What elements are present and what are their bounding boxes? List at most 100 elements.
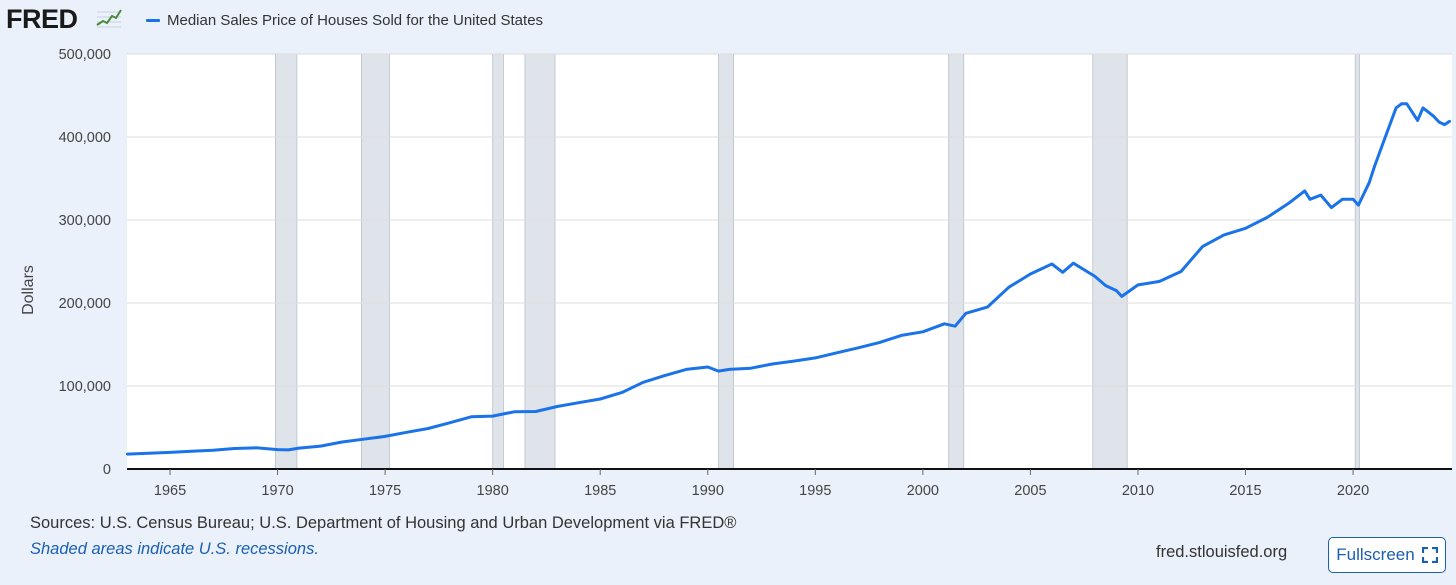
data-point[interactable] <box>1104 284 1107 287</box>
data-point[interactable] <box>512 410 516 414</box>
data-point[interactable] <box>426 427 430 430</box>
y-tick-label: 0 <box>103 462 111 478</box>
data-point[interactable] <box>835 351 839 354</box>
data-point[interactable] <box>964 312 968 315</box>
data-point[interactable] <box>1394 106 1398 110</box>
data-point[interactable] <box>1115 289 1118 292</box>
data-point[interactable] <box>1421 106 1425 110</box>
data-point[interactable] <box>1373 164 1376 168</box>
data-point[interactable] <box>1007 286 1011 289</box>
data-point[interactable] <box>717 369 720 373</box>
data-point[interactable] <box>706 365 709 369</box>
data-point[interactable] <box>728 368 731 371</box>
data-point[interactable] <box>1179 270 1183 273</box>
data-point[interactable] <box>1443 123 1446 126</box>
fullscreen-button[interactable]: Fullscreen <box>1328 537 1446 573</box>
data-point[interactable] <box>1432 115 1435 118</box>
data-point[interactable] <box>792 359 796 363</box>
data-point[interactable] <box>147 452 150 455</box>
data-point[interactable] <box>943 322 946 325</box>
data-point[interactable] <box>1222 233 1226 237</box>
data-point[interactable] <box>1050 262 1054 266</box>
data-point[interactable] <box>1244 227 1247 230</box>
data-point[interactable] <box>190 450 193 453</box>
x-tick-label: 1980 <box>477 483 509 499</box>
data-point[interactable] <box>534 410 537 413</box>
data-point[interactable] <box>685 368 688 371</box>
data-point[interactable] <box>276 448 279 451</box>
y-tick-label: 400,000 <box>59 130 111 146</box>
recession-band <box>948 53 965 470</box>
data-point[interactable] <box>1367 181 1371 184</box>
fred-line-graph-icon <box>96 7 122 29</box>
x-tick-label: 2005 <box>1014 483 1046 499</box>
x-tick-label: 2015 <box>1229 483 1261 499</box>
data-point[interactable] <box>491 414 494 418</box>
y-axis-title: Dollars <box>20 265 37 315</box>
data-point[interactable] <box>814 356 817 360</box>
data-point[interactable] <box>663 374 666 377</box>
fred-logo[interactable]: FRED <box>6 4 78 34</box>
data-point[interactable] <box>1341 198 1344 201</box>
data-point[interactable] <box>577 401 580 404</box>
data-point[interactable] <box>1120 295 1124 298</box>
data-point[interactable] <box>953 325 957 328</box>
data-point[interactable] <box>469 415 473 418</box>
data-point[interactable] <box>555 405 559 408</box>
data-point[interactable] <box>857 346 860 350</box>
data-point[interactable] <box>1287 202 1290 205</box>
data-point[interactable] <box>620 391 623 394</box>
line-chart[interactable]: 0 100,000 200,000 300,000 400,000 500,000 1965… <box>0 32 1456 502</box>
data-point[interactable] <box>297 446 301 450</box>
data-point[interactable] <box>1357 203 1360 207</box>
data-point[interactable] <box>900 334 903 337</box>
data-point[interactable] <box>340 440 344 444</box>
data-point[interactable] <box>1384 135 1387 139</box>
data-point[interactable] <box>1265 216 1269 219</box>
data-point[interactable] <box>1411 110 1414 114</box>
data-point[interactable] <box>233 447 236 450</box>
y-tick-label: 200,000 <box>59 296 111 312</box>
data-point[interactable] <box>405 431 408 434</box>
data-point[interactable] <box>599 397 602 401</box>
data-point[interactable] <box>986 305 989 309</box>
data-point[interactable] <box>1303 189 1306 193</box>
data-point[interactable] <box>642 381 645 384</box>
data-point[interactable] <box>362 438 365 441</box>
data-point[interactable] <box>1158 280 1161 283</box>
data-point[interactable] <box>254 446 258 449</box>
data-point[interactable] <box>1330 206 1333 209</box>
data-point[interactable] <box>1351 198 1355 201</box>
data-point[interactable] <box>1061 271 1064 274</box>
data-point[interactable] <box>1136 283 1140 287</box>
data-point[interactable] <box>383 435 387 438</box>
data-point[interactable] <box>125 452 129 456</box>
data-point[interactable] <box>1448 120 1452 123</box>
data-point[interactable] <box>1308 198 1312 201</box>
data-point[interactable] <box>287 448 290 452</box>
data-point[interactable] <box>1072 261 1075 265</box>
data-point[interactable] <box>749 366 752 370</box>
data-point[interactable] <box>319 444 322 448</box>
data-point[interactable] <box>771 362 774 366</box>
series-line[interactable] <box>126 102 1451 456</box>
data-point[interactable] <box>1427 110 1430 114</box>
data-point[interactable] <box>878 341 882 344</box>
data-point[interactable] <box>1319 193 1322 197</box>
y-tick-label: 300,000 <box>59 213 111 229</box>
plot-area <box>127 54 1452 469</box>
data-point[interactable] <box>1405 102 1409 106</box>
data-point[interactable] <box>1201 245 1204 248</box>
data-point[interactable] <box>1093 275 1097 278</box>
data-point[interactable] <box>168 451 172 454</box>
site-link[interactable]: fred.stlouisfed.org <box>1156 543 1288 561</box>
data-point[interactable] <box>1029 272 1032 276</box>
data-point[interactable] <box>211 448 215 452</box>
data-point[interactable] <box>1400 102 1403 106</box>
data-point[interactable] <box>921 330 925 334</box>
x-tick-label: 2000 <box>907 483 939 499</box>
chart-header: FRED Median Sales Price of Houses Sold f… <box>0 0 1456 40</box>
data-point[interactable] <box>1437 120 1441 124</box>
data-point[interactable] <box>448 421 451 424</box>
data-point[interactable] <box>1416 119 1419 122</box>
